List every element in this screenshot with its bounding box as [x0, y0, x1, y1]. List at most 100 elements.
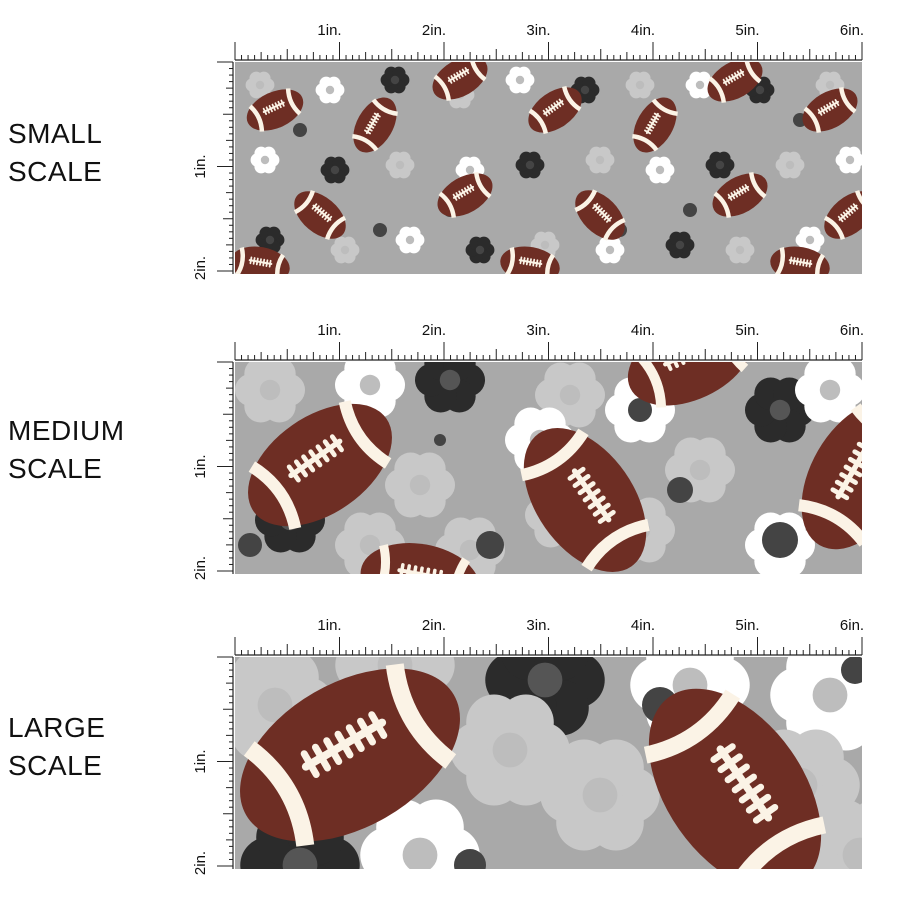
flower-icon [625, 71, 655, 99]
ruler-top-label: 5in. [735, 617, 759, 634]
football-icon [627, 362, 753, 408]
flower-icon [380, 66, 410, 94]
medium-scale-label: MEDIUM SCALE [8, 412, 125, 488]
large-scale-label: LARGE SCALE [8, 709, 105, 785]
small-scale-label: SMALL SCALE [8, 115, 102, 191]
football-icon [798, 400, 862, 550]
medium-scale-swatch: 1in. 2in. 3in. 4in. 5in. 6in. 1in. 2in. [0, 300, 900, 590]
polka-dot [293, 123, 307, 137]
flower-icon [705, 151, 735, 179]
small-label-line1: SMALL [8, 118, 103, 149]
flower-icon [540, 739, 660, 851]
flower-icon [725, 236, 755, 264]
flower-icon [320, 156, 350, 184]
flower-icon [770, 657, 862, 751]
football-icon [352, 97, 398, 153]
large-label-line2: SCALE [8, 750, 103, 781]
polka-dot [628, 398, 652, 422]
ruler-top-label: 2in. [422, 617, 446, 634]
football-icon [248, 400, 392, 530]
polka-dot [667, 477, 693, 503]
football-icon [293, 190, 347, 240]
ruler-top-label: 6in. [840, 322, 864, 339]
ruler-top-label: 5in. [735, 322, 759, 339]
ruler-side-label: 1in. [192, 154, 209, 178]
ruler-top-ticks [234, 42, 863, 60]
flower-icon [685, 71, 715, 99]
ruler-top-label: 2in. [422, 22, 446, 39]
fabric-pattern [235, 657, 862, 869]
polka-dot [434, 434, 446, 446]
football-icon [360, 543, 480, 574]
polka-dot [841, 657, 862, 684]
flower-icon [245, 71, 275, 99]
flower-icon [665, 231, 695, 259]
football-icon [574, 189, 626, 241]
medium-label-line1: MEDIUM [8, 415, 125, 446]
flower-icon [515, 151, 545, 179]
flower-icon [360, 799, 480, 869]
flower-icon [534, 362, 606, 428]
ruler-top-label: 5in. [735, 22, 759, 39]
ruler-top-ticks [234, 637, 863, 655]
football-icon [432, 62, 488, 101]
ruler-top-label: 4in. [631, 617, 655, 634]
ruler-top-label: 6in. [840, 22, 864, 39]
ruler-side-label: 1in. [192, 749, 209, 773]
football-icon [520, 428, 650, 572]
football-icon [707, 62, 763, 103]
flower-icon [585, 146, 615, 174]
football-icon [643, 688, 827, 869]
ruler-top-ticks [234, 342, 863, 360]
ruler-top-label: 1in. [317, 617, 341, 634]
flower-icon [465, 236, 495, 264]
football-icon [632, 97, 678, 153]
football-icon [712, 172, 768, 218]
polka-dot [238, 533, 262, 557]
ruler-side-ticks [217, 61, 233, 272]
football-icon [246, 88, 304, 132]
small-scale-swatch: 1in. 2in. 3in. 4in. 5in. 6in. 1in. 2in. [0, 0, 900, 290]
polka-dot [373, 223, 387, 237]
flower-icon [505, 66, 535, 94]
ruler-top-label: 6in. [840, 617, 864, 634]
flower-icon [595, 236, 625, 264]
flower-icon [385, 151, 415, 179]
medium-label-line2: SCALE [8, 453, 103, 484]
ruler-top-label: 1in. [317, 322, 341, 339]
flower-icon [794, 362, 862, 423]
ruler-side-ticks [217, 361, 233, 572]
football-icon [240, 663, 460, 847]
ruler-top-label: 3in. [526, 322, 550, 339]
flower-icon [835, 146, 862, 174]
flower-icon [384, 452, 456, 518]
ruler-top-label: 4in. [631, 22, 655, 39]
football-icon [500, 246, 560, 274]
football-icon [823, 190, 862, 240]
football-icon [235, 246, 290, 274]
ruler-top-label: 3in. [526, 617, 550, 634]
large-label-line1: LARGE [8, 712, 106, 743]
small-label-line2: SCALE [8, 156, 103, 187]
ruler-side-label: 2in. [192, 556, 209, 580]
ruler-side-ticks [217, 656, 233, 867]
ruler-top-label: 3in. [526, 22, 550, 39]
flower-icon [395, 226, 425, 254]
fabric-pattern [235, 62, 862, 274]
ruler-top-label: 1in. [317, 22, 341, 39]
football-icon [770, 246, 830, 274]
football-icon [437, 172, 493, 218]
large-scale-swatch: 1in. 2in. 3in. 4in. 5in. 6in. 1in. 2in. [0, 595, 900, 885]
flower-icon [250, 146, 280, 174]
flower-icon [645, 156, 675, 184]
flower-icon [775, 151, 805, 179]
flower-icon [450, 694, 570, 806]
ruler-side-label: 1in. [192, 454, 209, 478]
ruler-top-label: 4in. [631, 322, 655, 339]
ruler-side-label: 2in. [192, 256, 209, 280]
flower-icon [235, 362, 306, 423]
flower-icon [315, 76, 345, 104]
flower-icon [795, 226, 825, 254]
ruler-top-label: 2in. [422, 322, 446, 339]
polka-dot [683, 203, 697, 217]
